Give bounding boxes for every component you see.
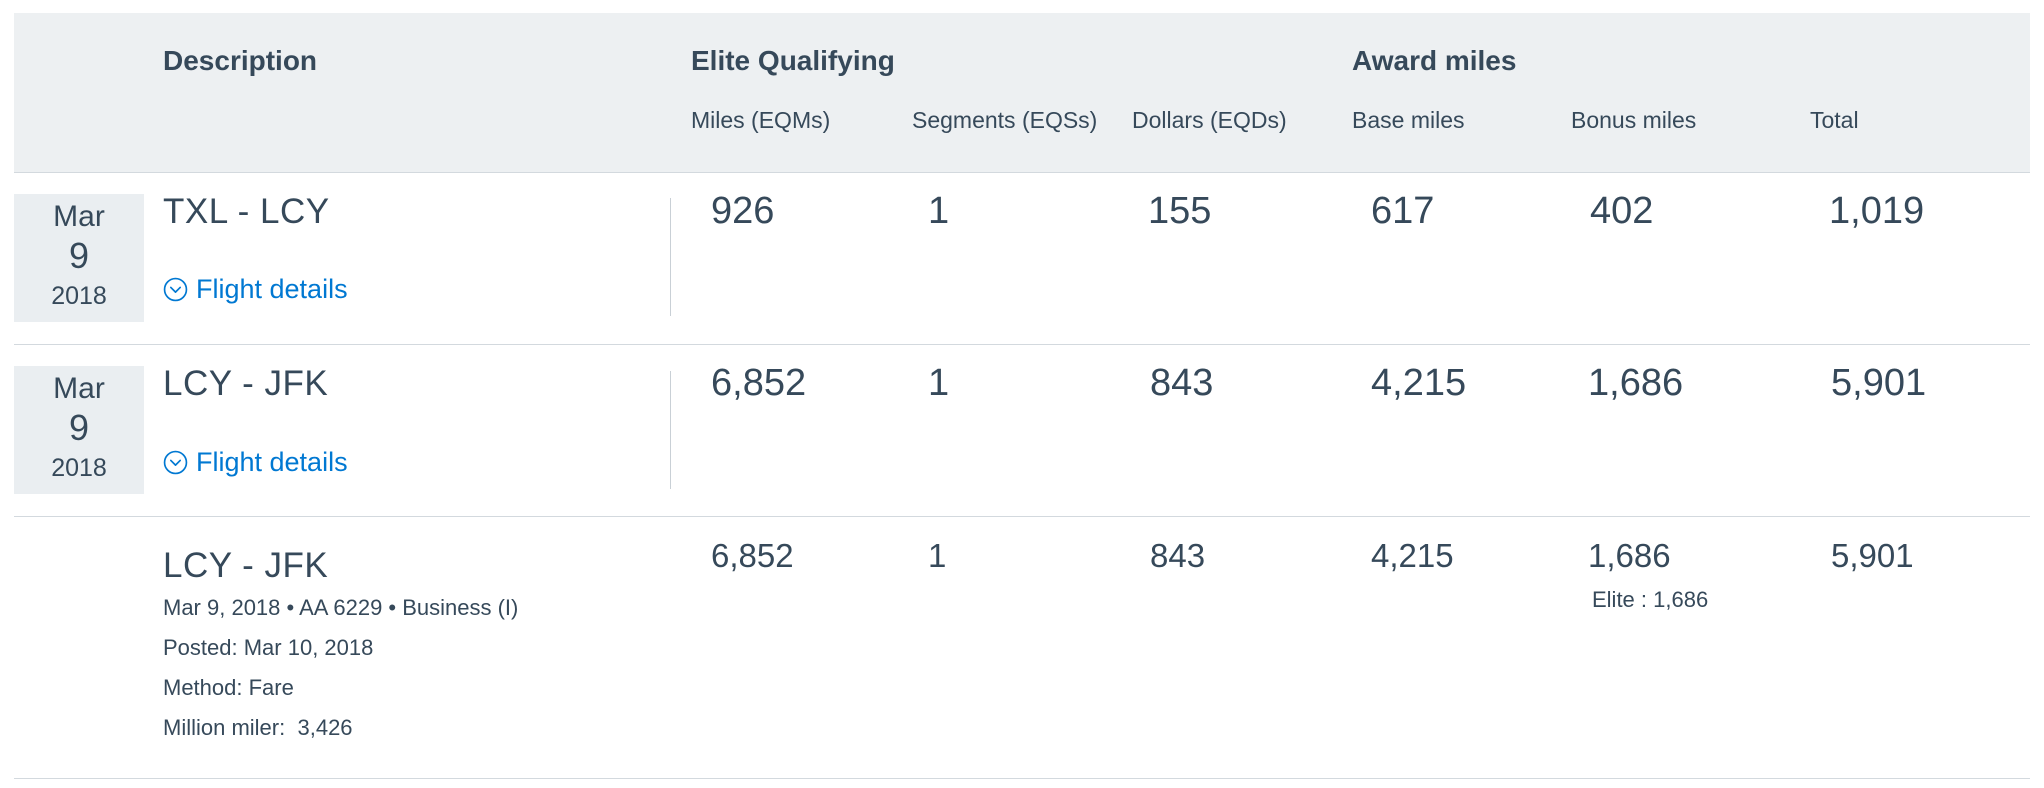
bonus-miles-value: 1,686 [1588, 362, 1684, 404]
eqm-value: 6,852 [711, 362, 807, 404]
date-month: Mar [53, 372, 105, 405]
date-badge: Mar 9 2018 [14, 194, 144, 322]
column-divider [670, 198, 671, 316]
column-header-eqs: Segments (EQSs) [912, 107, 1098, 133]
header-award-miles: Award miles [1352, 45, 1517, 76]
date-year: 2018 [51, 282, 107, 310]
detail-base-miles-value: 4,215 [1371, 537, 1454, 574]
date-day: 9 [68, 407, 90, 448]
detail-route-title: LCY - JFK [163, 546, 329, 585]
detail-total-miles-value: 5,901 [1831, 537, 1914, 574]
header-description: Description [163, 45, 318, 76]
total-miles-value: 5,901 [1831, 362, 1927, 404]
posted-date-text: Posted: Mar 10, 2018 [163, 635, 374, 660]
row-divider [14, 516, 2030, 517]
column-divider [670, 371, 671, 489]
flight-details-label: Flight details [196, 447, 348, 477]
elite-bonus-text: Elite : 1,686 [1592, 587, 1709, 612]
base-miles-value: 617 [1371, 190, 1435, 232]
eqs-value: 1 [928, 362, 950, 404]
date-badge: Mar 9 2018 [14, 366, 144, 494]
eqs-value: 1 [928, 190, 950, 232]
million-miler-label: Million miler: [163, 715, 286, 740]
method-text: Method: Fare [163, 675, 294, 700]
detail-eqd-value: 843 [1150, 537, 1206, 574]
table-header: Description Elite Qualifying Award miles… [14, 13, 2030, 173]
column-header-total: Total [1810, 107, 1859, 133]
column-header-base: Base miles [1352, 107, 1465, 133]
bonus-miles-value: 402 [1590, 190, 1654, 232]
million-miler-text: Million miler: 3,426 [163, 717, 353, 739]
flight-details-label: Flight details [196, 274, 348, 304]
route-title: LCY - JFK [163, 364, 329, 403]
date-year: 2018 [51, 454, 107, 482]
column-header-bonus: Bonus miles [1571, 107, 1697, 133]
detail-eqm-value: 6,852 [711, 537, 794, 574]
detail-bonus-miles-value: 1,686 [1588, 537, 1671, 574]
column-header-eqd: Dollars (EQDs) [1132, 107, 1287, 133]
flight-details-link[interactable]: Flight details [163, 276, 348, 303]
flight-details-link[interactable]: Flight details [163, 449, 348, 476]
eqd-value: 843 [1150, 362, 1214, 404]
date-month: Mar [53, 200, 105, 233]
date-day: 9 [68, 235, 90, 276]
header-elite-qualifying: Elite Qualifying [691, 45, 895, 76]
row-divider [14, 344, 2030, 345]
million-miler-value: 3,426 [297, 715, 353, 740]
chevron-circle-down-icon [163, 277, 188, 302]
base-miles-value: 4,215 [1371, 362, 1467, 404]
total-miles-value: 1,019 [1829, 190, 1925, 232]
eqd-value: 155 [1148, 190, 1212, 232]
flight-info-text: Mar 9, 2018 • AA 6229 • Business (I) [163, 595, 519, 620]
column-header-eqm: Miles (EQMs) [691, 107, 831, 133]
eqm-value: 926 [711, 190, 775, 232]
detail-eqs-value: 1 [928, 537, 947, 574]
chevron-circle-down-icon [163, 450, 188, 475]
row-divider [14, 778, 2030, 779]
route-title: TXL - LCY [163, 192, 330, 231]
